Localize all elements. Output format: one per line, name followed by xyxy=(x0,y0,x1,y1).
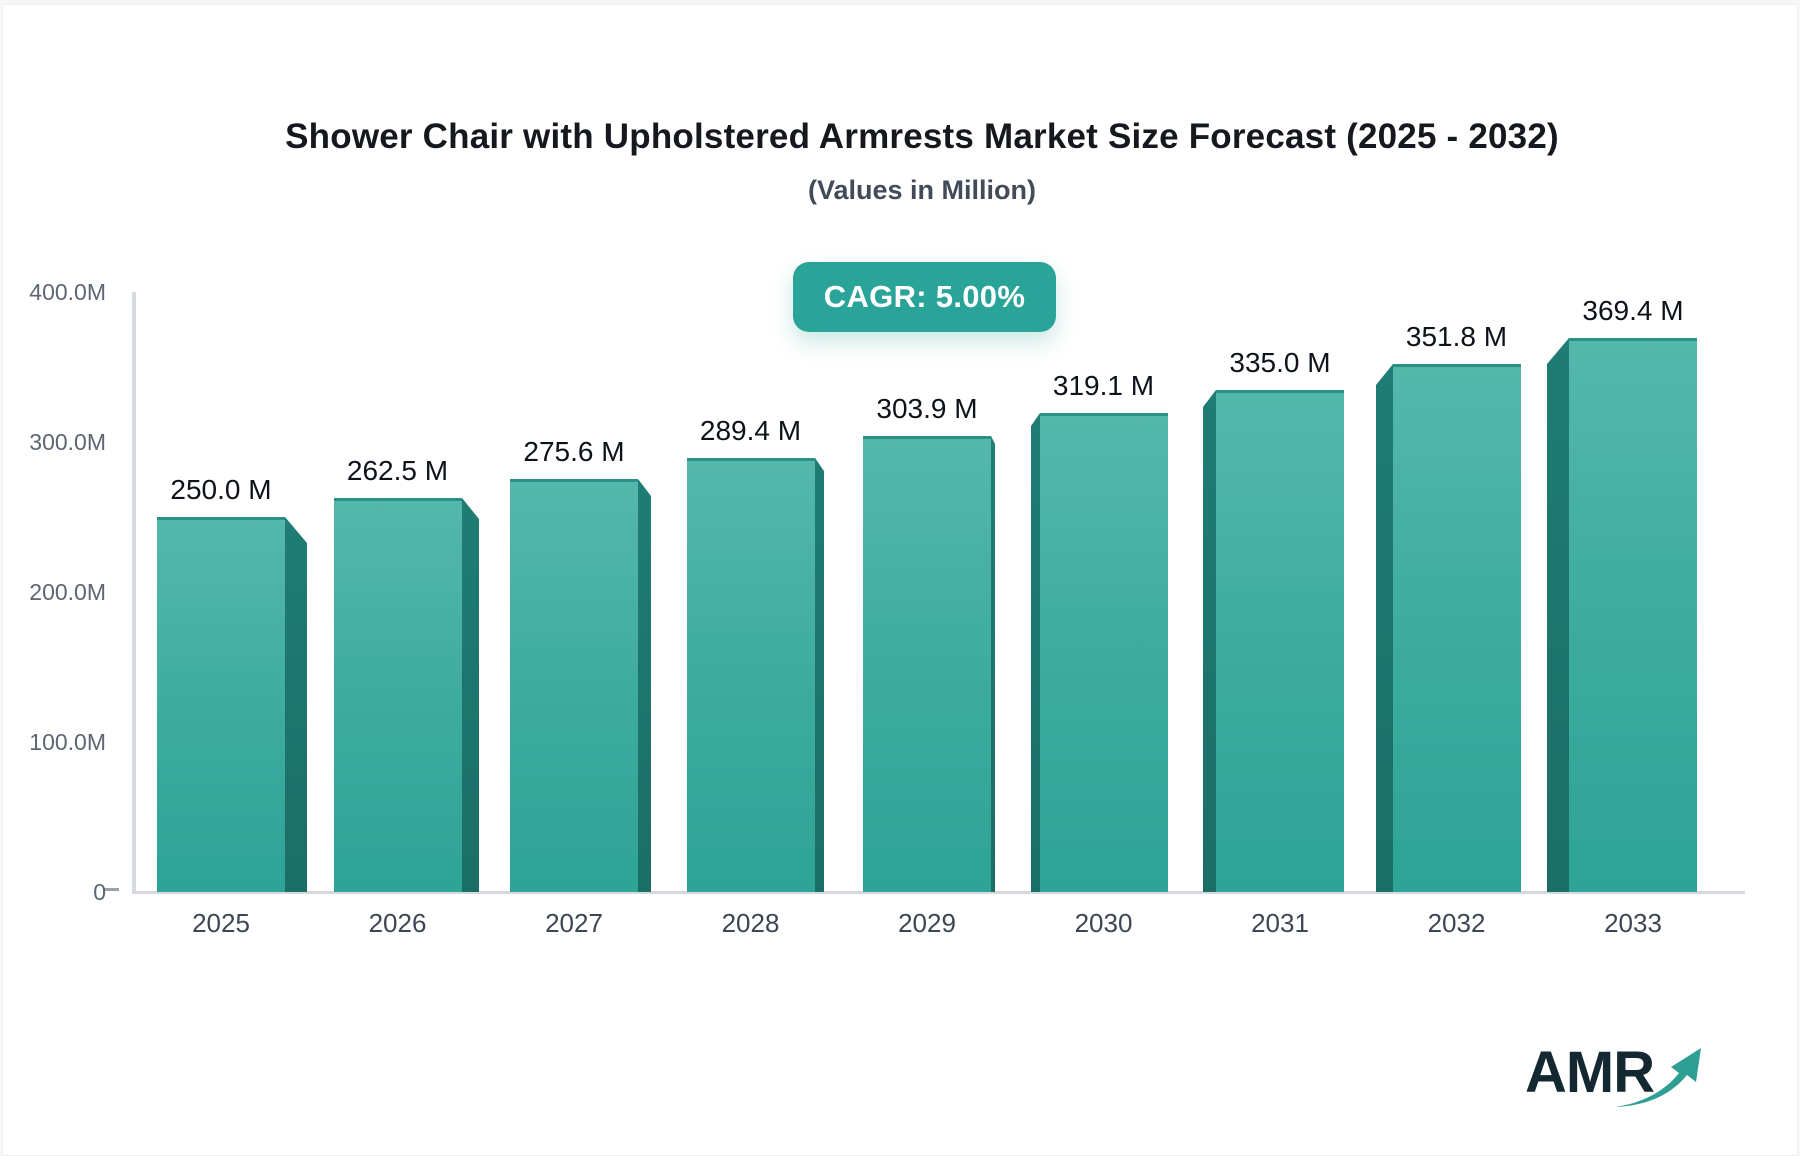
bar-2026 xyxy=(334,498,462,892)
x-axis-line xyxy=(132,891,1745,894)
y-tick-label: 300.0M xyxy=(29,429,106,455)
y-tick-label: 200.0M xyxy=(29,579,106,605)
amr-logo: AMR xyxy=(1525,1039,1735,1119)
zero-tick-mark xyxy=(104,888,119,891)
bar-2025 xyxy=(157,517,285,892)
bar-2032 xyxy=(1393,364,1521,892)
bar-value-label: 275.6 M xyxy=(523,436,625,467)
bar-2027 xyxy=(510,479,638,892)
y-tick-label: 100.0M xyxy=(29,729,106,755)
x-axis-label: 2033 xyxy=(1604,908,1662,938)
bar-value-label: 262.5 M xyxy=(346,455,449,486)
bar-2033 xyxy=(1569,338,1697,892)
bar-side-face xyxy=(815,458,824,892)
x-axis-label: 2027 xyxy=(545,908,603,938)
bar-2031 xyxy=(1216,390,1344,892)
growth-arrow-icon xyxy=(1615,1048,1701,1107)
y-axis-line xyxy=(132,292,136,892)
chart-card: Shower Chair with Upholstered Armrests M… xyxy=(2,4,1798,1156)
bar-2028 xyxy=(687,458,815,892)
x-axis-label: 2028 xyxy=(721,908,780,938)
bar-2029 xyxy=(863,436,991,892)
x-axis-label: 2031 xyxy=(1251,908,1309,938)
bar-value-label: 351.8 M xyxy=(1405,321,1508,352)
cagr-badge-label: CAGR: 5.00% xyxy=(823,279,1026,314)
chart-title: Shower Chair with Upholstered Armrests M… xyxy=(285,117,1559,156)
x-axis-label: 2030 xyxy=(1074,908,1133,938)
bar-side-face xyxy=(1203,390,1216,892)
x-axis-label: 2025 xyxy=(192,908,250,938)
x-axis-label: 2026 xyxy=(368,908,427,938)
bar-side-face xyxy=(638,479,651,892)
bar-side-face xyxy=(1031,413,1040,892)
bar-2030 xyxy=(1040,413,1168,892)
amr-logo-text: AMR xyxy=(1525,1040,1655,1105)
bar-side-face xyxy=(462,498,479,892)
bar-value-label: 369.4 M xyxy=(1582,295,1684,326)
bar-value-label: 303.9 M xyxy=(876,393,978,424)
cagr-badge: CAGR: 5.00% xyxy=(793,262,1056,332)
bar-side-face xyxy=(285,517,307,892)
bar-value-label: 319.1 M xyxy=(1052,370,1155,401)
bar-side-face xyxy=(1376,364,1393,892)
y-tick-label: 400.0M xyxy=(29,279,106,305)
bar-side-face xyxy=(1547,338,1569,892)
chart-subtitle: (Values in Million) xyxy=(807,175,1037,205)
bar-value-label: 335.0 M xyxy=(1229,347,1331,378)
bar-value-label: 250.0 M xyxy=(170,474,272,505)
bar-side-face xyxy=(991,436,995,892)
bar-value-label: 289.4 M xyxy=(699,415,802,446)
x-axis-label: 2029 xyxy=(898,908,956,938)
x-axis-label: 2032 xyxy=(1427,908,1486,938)
y-tick-label: 0 xyxy=(93,879,106,905)
